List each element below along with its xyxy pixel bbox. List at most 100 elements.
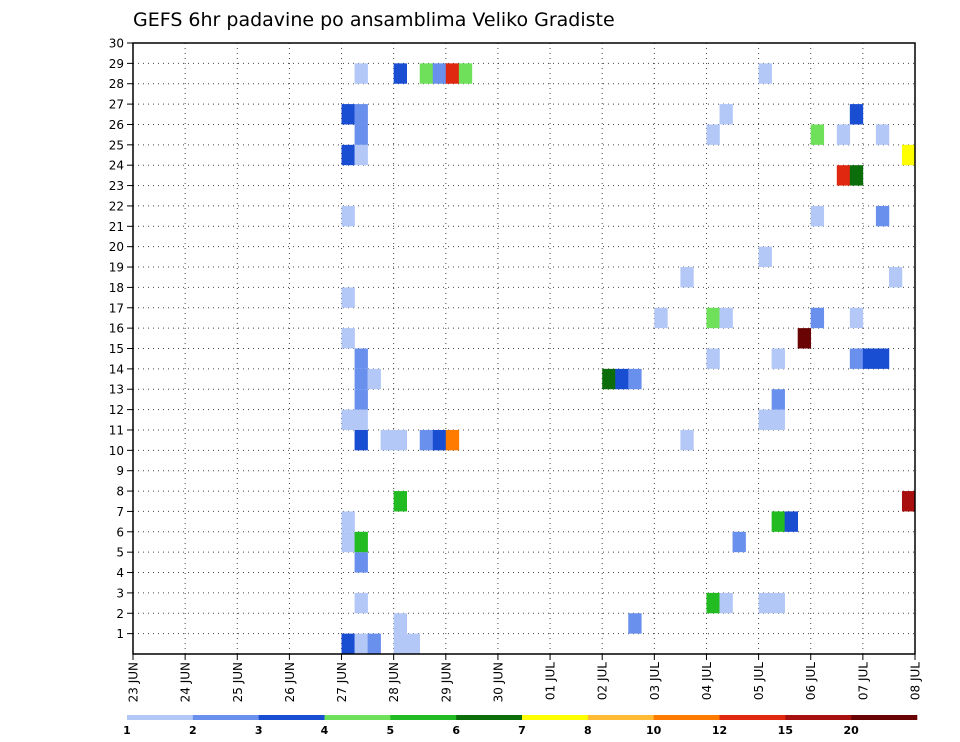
data-cell [771, 389, 785, 410]
data-cell [706, 307, 720, 329]
data-cell [810, 205, 825, 227]
data-cell [354, 429, 368, 451]
y-tick-label: 21 [109, 220, 124, 234]
data-cell [901, 491, 916, 512]
data-cell [849, 165, 864, 186]
data-cell [784, 511, 798, 532]
legend-label: 10 [646, 724, 662, 737]
data-cell [680, 429, 694, 451]
legend-swatch [587, 715, 654, 720]
y-tick-label: 30 [109, 37, 124, 51]
y-tick-label: 11 [109, 423, 124, 437]
data-cells [341, 63, 916, 654]
x-tick-label: 29 JUN [439, 662, 453, 702]
y-tick-label: 7 [116, 505, 124, 519]
data-cell [758, 63, 772, 84]
x-tick-label: 02 JUL [596, 662, 610, 700]
x-axis: 23 JUN 24 JUN 25 JUN 26 JUN 27 JUN 28 JUN 29 J… [127, 654, 923, 702]
data-cell [393, 429, 407, 451]
data-cell [354, 348, 368, 369]
data-cell [367, 368, 381, 390]
y-tick-label: 27 [109, 98, 124, 112]
data-cell [836, 124, 851, 145]
data-cell [888, 267, 903, 288]
legend-swatch [390, 715, 457, 720]
data-cell [875, 348, 890, 369]
y-tick-label: 23 [109, 179, 124, 193]
data-cell [341, 633, 355, 654]
y-tick-label: 2 [116, 607, 124, 621]
data-cell [354, 104, 368, 125]
data-cell [354, 552, 368, 573]
data-cell [901, 144, 916, 166]
data-cell [341, 409, 355, 430]
x-tick-label: 30 JUN [491, 662, 505, 702]
data-cell [719, 592, 733, 614]
data-cell [706, 592, 720, 614]
data-cell [810, 307, 825, 329]
data-cell [719, 104, 733, 125]
legend-swatch [324, 715, 391, 720]
data-cell [341, 144, 355, 166]
legend-swatch [258, 715, 325, 720]
data-cell [875, 205, 890, 227]
data-cell [862, 348, 877, 369]
legend-swatch [785, 715, 852, 720]
y-tick-label: 19 [109, 261, 124, 275]
data-cell [771, 409, 785, 430]
x-tick-label: 03 JUL [648, 662, 662, 700]
y-tick-label: 16 [109, 322, 124, 336]
legend-label: 2 [189, 724, 197, 737]
data-cell [341, 287, 355, 308]
x-tick-label: 01 JUL [544, 662, 558, 700]
data-cell [341, 328, 355, 349]
legend-swatch [127, 715, 194, 720]
data-cell [354, 409, 368, 430]
legend-label: 15 [778, 724, 793, 737]
data-cell [706, 348, 720, 369]
data-cell [771, 348, 785, 369]
data-cell [849, 307, 864, 329]
data-cell [432, 63, 447, 84]
data-cell [654, 307, 668, 329]
legend-swatch [192, 715, 259, 720]
data-cell [758, 409, 772, 430]
x-tick-label: 04 JUL [700, 662, 714, 700]
y-tick-label: 17 [109, 301, 124, 315]
y-tick-label: 13 [109, 383, 124, 397]
data-cell [706, 124, 720, 145]
y-axis: 1234567891011121314151617181920212223242… [109, 37, 133, 641]
x-tick-label: 26 JUN [283, 662, 297, 702]
legend-label: 3 [255, 724, 263, 737]
data-cell [680, 267, 694, 288]
x-tick-label: 07 JUL [856, 662, 870, 700]
y-tick-label: 5 [116, 546, 124, 560]
data-cell [341, 511, 355, 532]
legend-swatch [719, 715, 786, 720]
legend-label: 7 [518, 724, 526, 737]
legend-swatch [522, 715, 589, 720]
y-tick-label: 29 [109, 57, 124, 71]
data-cell [432, 429, 447, 451]
y-tick-label: 10 [109, 444, 124, 458]
data-cell [341, 531, 355, 553]
legend-label: 4 [321, 724, 329, 737]
y-tick-label: 20 [109, 240, 124, 254]
data-cell [615, 368, 629, 390]
color-legend: 1 2 3 4 5 6 7 8 10 12 15 20 [123, 715, 918, 737]
y-tick-label: 4 [116, 566, 124, 580]
data-cell [354, 531, 368, 553]
data-cell [354, 633, 368, 654]
data-cell [354, 592, 368, 614]
data-cell [810, 124, 825, 145]
data-cell [797, 328, 812, 349]
x-tick-label: 23 JUN [127, 662, 141, 702]
legend-label: 5 [387, 724, 395, 737]
y-tick-label: 26 [109, 118, 124, 132]
x-tick-label: 28 JUN [387, 662, 401, 702]
y-tick-label: 28 [109, 77, 124, 91]
y-tick-label: 15 [109, 342, 124, 356]
data-cell [341, 104, 355, 125]
data-cell [628, 613, 642, 634]
